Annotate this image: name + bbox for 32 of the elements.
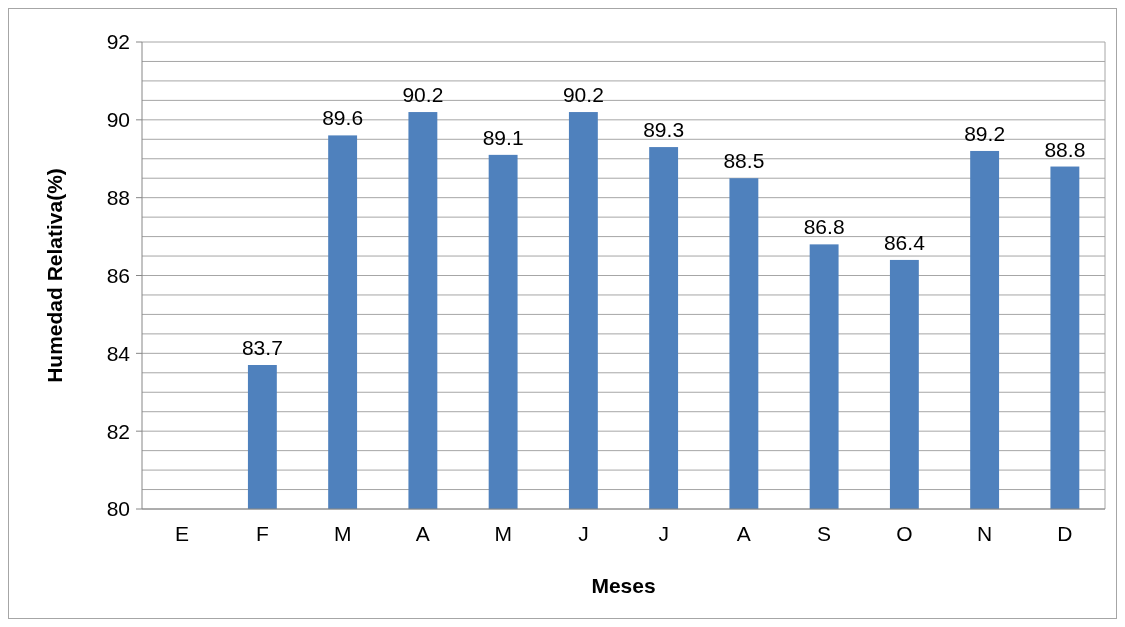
data-label: 83.7 (241, 336, 283, 360)
x-tick-label: D (1057, 522, 1073, 545)
x-tick-label: N (977, 522, 993, 545)
y-tick-label: 86 (106, 263, 130, 287)
data-label: 89.2 (964, 121, 1006, 145)
y-tick-label: 82 (106, 419, 130, 443)
data-label: 89.6 (322, 106, 364, 130)
data-label: 88.8 (1044, 137, 1086, 161)
y-tick-label: 88 (106, 186, 130, 210)
y-tick-label: 80 (106, 497, 130, 521)
x-tick-label: M (333, 522, 352, 545)
x-tick-label: J (578, 522, 589, 545)
x-tick-label: J (658, 522, 669, 545)
data-label: 90.2 (562, 83, 604, 107)
data-label: 89.3 (643, 118, 685, 142)
x-tick-label: O (896, 522, 913, 545)
x-tick-label: A (415, 522, 430, 545)
data-label: 88.5 (723, 149, 765, 173)
x-tick-label: E (175, 522, 190, 545)
y-axis-title: Humedad Relativa(%) (43, 168, 66, 383)
x-tick-label: A (736, 522, 751, 545)
x-tick-label: F (255, 522, 269, 545)
y-tick-label: 84 (106, 341, 131, 365)
x-axis-title: Meses (591, 574, 656, 597)
x-tick-label: S (817, 522, 832, 545)
x-tick-label: M (494, 522, 512, 545)
y-tick-label: 90 (106, 108, 130, 132)
data-label: 89.1 (482, 125, 524, 149)
data-label: 86.4 (883, 230, 926, 254)
data-label: 86.8 (803, 215, 845, 239)
data-label: 90.2 (402, 83, 444, 107)
y-tick-label: 92 (106, 30, 130, 54)
